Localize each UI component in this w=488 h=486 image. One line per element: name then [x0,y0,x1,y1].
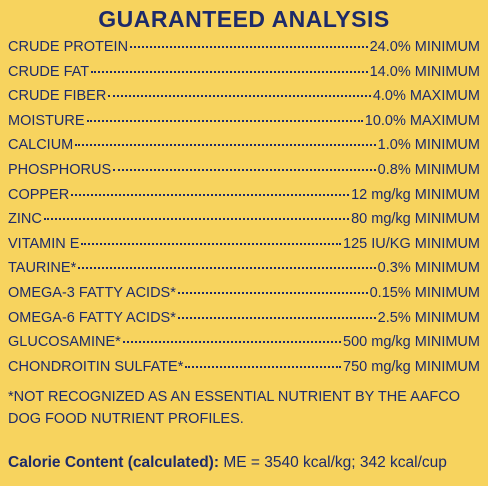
analysis-row: PHOSPHORUS 0.8% MINIMUM [8,162,480,187]
nutrient-name: PHOSPHORUS [8,161,112,178]
nutrient-value: 14.0% MINIMUM [369,63,480,80]
footnote: *NOT RECOGNIZED AS AN ESSENTIAL NUTRIENT… [8,389,461,427]
nutrient-name: OMEGA-6 FATTY ACIDS* [8,309,176,326]
dot-leader [177,316,376,319]
nutrient-value: 12 mg/kg MINIMUM [351,186,480,203]
nutrient-name: COPPER [8,186,70,203]
analysis-row: GLUCOSAMINE* 500 mg/kg MINIMUM [8,334,480,359]
analysis-row: CALCIUM 1.0% MINIMUM [8,137,480,162]
nutrient-name: ZINC [8,211,42,228]
analysis-row: CRUDE FAT 14.0% MINIMUM [8,64,480,89]
calorie-content: Calorie Content (calculated): ME = 3540 … [8,454,488,472]
nutrient-value: 1.0% MINIMUM [377,137,480,154]
nutrient-name: TAURINE* [8,260,77,277]
analysis-row: CRUDE PROTEIN 24.0% MINIMUM [8,39,480,64]
dot-leader [177,291,368,294]
dot-leader [43,218,350,221]
dot-leader [75,144,376,147]
nutrient-name: CRUDE FIBER [8,88,107,105]
analysis-row: COPPER 12 mg/kg MINIMUM [8,187,480,212]
nutrient-value: 80 mg/kg MINIMUM [351,211,480,228]
dot-leader [108,95,371,98]
dot-leader [113,168,376,171]
nutrient-value: 2.5% MINIMUM [377,309,480,326]
dot-leader [71,193,350,196]
nutrient-value: 500 mg/kg MINIMUM [343,334,480,351]
dot-leader [81,242,342,245]
analysis-row: ZINC 80 mg/kg MINIMUM [8,211,480,236]
nutrient-value: 750 mg/kg MINIMUM [343,358,480,375]
nutrient-name: MOISTURE [8,112,85,129]
nutrient-value: 24.0% MINIMUM [369,39,480,55]
analysis-row: OMEGA-3 FATTY ACIDS* 0.15% MINIMUM [8,285,480,310]
dot-leader [86,119,363,122]
nutrient-name: CRUDE FAT [8,63,90,80]
analysis-row: CHONDROITIN SULFATE* 750 mg/kg MINIMUM [8,359,480,384]
analysis-row: CRUDE FIBER 4.0% MAXIMUM [8,88,480,113]
dot-leader [91,70,368,73]
analysis-row: MOISTURE 10.0% MAXIMUM [8,113,480,138]
dot-leader [78,267,376,270]
calorie-label: Calorie Content (calculated): [8,454,219,471]
nutrient-value: 4.0% MAXIMUM [372,88,480,105]
nutrient-value: 10.0% MAXIMUM [364,112,480,129]
nutrient-name: VITAMIN E [8,235,80,252]
nutrient-name: CRUDE PROTEIN [8,39,129,55]
calorie-value: ME = 3540 kcal/kg; 342 kcal/cup [223,454,447,471]
analysis-row: OMEGA-6 FATTY ACIDS* 2.5% MINIMUM [8,310,480,335]
nutrient-value: 0.8% MINIMUM [377,161,480,178]
nutrient-name: CALCIUM [8,137,74,154]
analysis-row: VITAMIN E 125 IU/KG MINIMUM [8,236,480,261]
title: GUARANTEED ANALYSIS [98,6,390,32]
analysis-list: CRUDE PROTEIN 24.0% MINIMUM CRUDE FAT 14.0%… [8,39,480,383]
nutrient-name: CHONDROITIN SULFATE* [8,358,184,375]
nutrient-value: 0.3% MINIMUM [377,260,480,277]
dot-leader [130,46,368,48]
analysis-row: TAURINE* 0.3% MINIMUM [8,260,480,285]
nutrient-name: OMEGA-3 FATTY ACIDS* [8,284,176,301]
nutrient-name: GLUCOSAMINE* [8,334,121,351]
nutrient-value: 0.15% MINIMUM [369,284,480,301]
nutrient-value: 125 IU/KG MINIMUM [343,235,480,252]
dot-leader [122,341,342,344]
dot-leader [185,365,342,368]
